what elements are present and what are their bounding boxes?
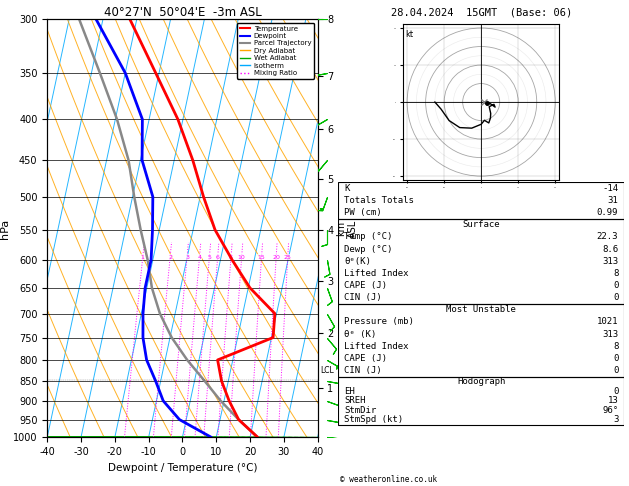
Text: kt: kt: [405, 30, 413, 39]
Text: StmSpd (kt): StmSpd (kt): [344, 416, 403, 424]
Text: θᵉ (K): θᵉ (K): [344, 330, 376, 339]
Text: 20: 20: [272, 255, 280, 260]
Text: 0: 0: [613, 386, 618, 396]
Text: 1: 1: [141, 255, 145, 260]
Text: Totals Totals: Totals Totals: [344, 196, 414, 205]
Text: 0: 0: [613, 281, 618, 290]
Text: Dewp (°C): Dewp (°C): [344, 244, 392, 254]
Text: 0: 0: [613, 354, 618, 363]
Text: LCL: LCL: [320, 366, 334, 375]
Text: -14: -14: [602, 184, 618, 193]
Text: PW (cm): PW (cm): [344, 208, 382, 217]
Bar: [338, 304, 624, 377]
Text: Most Unstable: Most Unstable: [446, 305, 516, 314]
Text: 8: 8: [229, 255, 233, 260]
Text: CIN (J): CIN (J): [344, 293, 382, 302]
Text: K: K: [344, 184, 350, 193]
Text: 15: 15: [258, 255, 265, 260]
Bar: [338, 377, 624, 425]
Text: 1021: 1021: [597, 317, 618, 327]
Title: 40°27'N  50°04'E  -3m ASL: 40°27'N 50°04'E -3m ASL: [104, 6, 261, 19]
Text: 96°: 96°: [602, 406, 618, 415]
X-axis label: Dewpoint / Temperature (°C): Dewpoint / Temperature (°C): [108, 463, 257, 473]
Text: 0.99: 0.99: [597, 208, 618, 217]
Y-axis label: hPa: hPa: [0, 218, 10, 239]
Text: 31: 31: [608, 196, 618, 205]
Text: 6: 6: [216, 255, 220, 260]
Text: 3: 3: [613, 416, 618, 424]
Text: 8.6: 8.6: [602, 244, 618, 254]
Text: Hodograph: Hodograph: [457, 377, 505, 386]
Text: CIN (J): CIN (J): [344, 366, 382, 375]
Bar: [338, 182, 624, 219]
Text: 28.04.2024  15GMT  (Base: 06): 28.04.2024 15GMT (Base: 06): [391, 7, 572, 17]
Text: 313: 313: [602, 330, 618, 339]
Text: 22.3: 22.3: [597, 232, 618, 242]
Text: SREH: SREH: [344, 396, 365, 405]
Text: 4: 4: [198, 255, 201, 260]
Text: CAPE (J): CAPE (J): [344, 354, 387, 363]
Text: CAPE (J): CAPE (J): [344, 281, 387, 290]
Text: 25: 25: [284, 255, 292, 260]
Text: Lifted Index: Lifted Index: [344, 342, 409, 351]
Bar: [338, 219, 624, 304]
Text: 8: 8: [613, 342, 618, 351]
Text: 8: 8: [613, 269, 618, 278]
Legend: Temperature, Dewpoint, Parcel Trajectory, Dry Adiabat, Wet Adiabat, Isotherm, Mi: Temperature, Dewpoint, Parcel Trajectory…: [237, 23, 314, 79]
Text: 313: 313: [602, 257, 618, 266]
Text: 13: 13: [608, 396, 618, 405]
Text: © weatheronline.co.uk: © weatheronline.co.uk: [340, 474, 437, 484]
Text: 0: 0: [613, 293, 618, 302]
Text: 5: 5: [208, 255, 211, 260]
Text: Temp (°C): Temp (°C): [344, 232, 392, 242]
Text: Pressure (mb): Pressure (mb): [344, 317, 414, 327]
Y-axis label: km
ASL: km ASL: [337, 219, 358, 238]
Text: 3: 3: [185, 255, 189, 260]
Text: 2: 2: [168, 255, 172, 260]
Text: 0: 0: [613, 366, 618, 375]
Text: StmDir: StmDir: [344, 406, 376, 415]
Text: EH: EH: [344, 386, 355, 396]
Text: Surface: Surface: [462, 220, 500, 229]
Text: Lifted Index: Lifted Index: [344, 269, 409, 278]
Text: 10: 10: [238, 255, 245, 260]
Text: θᵉ(K): θᵉ(K): [344, 257, 371, 266]
